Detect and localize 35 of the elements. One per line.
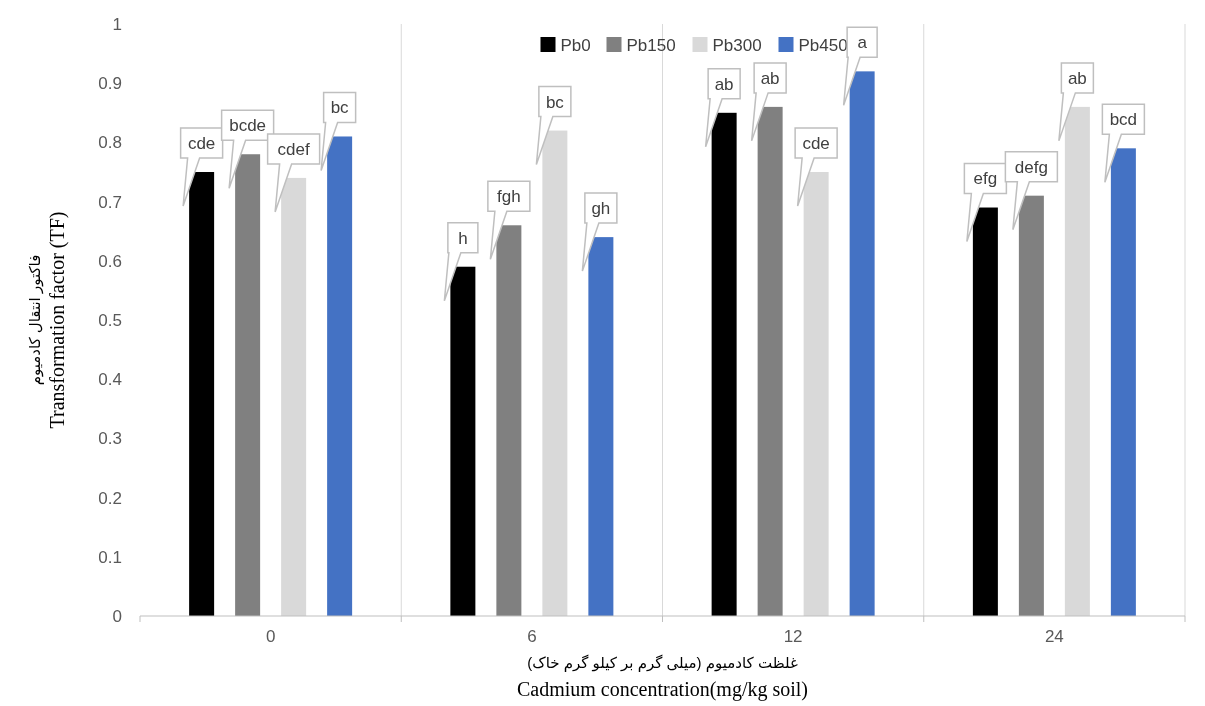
- annotation: fgh: [497, 187, 521, 207]
- y-tick-label: 0.6: [98, 251, 122, 271]
- annotation: cdef: [277, 139, 310, 159]
- annotation: ab: [760, 68, 780, 88]
- annotation: bc: [545, 92, 565, 112]
- annotation: defg: [1014, 157, 1048, 177]
- annotation: a: [857, 33, 868, 53]
- y-tick-label: 0.8: [98, 133, 122, 153]
- annotation: efg: [973, 169, 998, 189]
- legend-label: Pb150: [626, 35, 676, 55]
- y-tick-label: 0: [112, 606, 122, 626]
- annotation: bc: [330, 98, 350, 118]
- y-tick-label: 0.1: [98, 547, 122, 567]
- x-tick-label: 12: [783, 627, 803, 646]
- y-tick-label: 1: [112, 14, 122, 34]
- annotation: ab: [714, 74, 734, 94]
- legend-label: Pb450: [798, 35, 848, 55]
- x-tick-label: 24: [1044, 627, 1064, 646]
- annotation: cde: [802, 133, 830, 153]
- annotation: bcd: [1109, 110, 1138, 130]
- y-tick-label: 0.9: [98, 74, 122, 94]
- x-tick-label: 6: [527, 627, 537, 646]
- annotation: bcde: [229, 116, 267, 136]
- annotation: h: [458, 228, 468, 248]
- annotation: ab: [1067, 68, 1087, 88]
- annotation: cde: [187, 133, 216, 153]
- y-tick-label: 0.7: [98, 192, 122, 212]
- legend-label: Pb300: [712, 35, 762, 55]
- legend-label: Pb0: [560, 35, 591, 55]
- x-tick-label: 0: [265, 627, 276, 646]
- annotation: gh: [591, 199, 611, 219]
- y-tick-label: 0.2: [98, 488, 122, 508]
- y-tick-label: 0.4: [98, 370, 122, 390]
- y-tick-label: 0.5: [98, 310, 122, 330]
- y-tick-label: 0.3: [98, 429, 122, 449]
